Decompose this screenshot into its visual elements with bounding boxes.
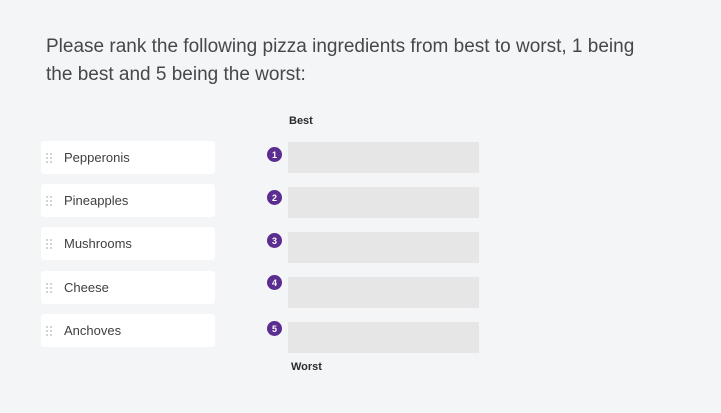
rank-slot-3[interactable]: [288, 232, 479, 263]
drag-handle-icon[interactable]: [46, 325, 52, 336]
rank-slot-1[interactable]: [288, 142, 479, 173]
best-label: Best: [289, 115, 313, 127]
rank-badge-5: 5: [267, 321, 282, 336]
rank-item-label: Pineapples: [64, 193, 129, 208]
worst-label: Worst: [291, 361, 322, 373]
rank-item-label: Cheese: [64, 280, 109, 295]
drag-handle-icon[interactable]: [46, 152, 52, 163]
rank-item-label: Pepperonis: [64, 150, 130, 165]
question-text: Please rank the following pizza ingredie…: [46, 36, 635, 85]
rank-item-anchoves[interactable]: Anchoves: [41, 314, 215, 347]
drag-handle-icon[interactable]: [46, 195, 52, 206]
rank-item-pineapples[interactable]: Pineapples: [41, 184, 215, 217]
rank-item-mushrooms[interactable]: Mushrooms: [41, 227, 215, 260]
rank-badge-2: 2: [267, 190, 282, 205]
rank-badge-1: 1: [267, 147, 282, 162]
rank-slot-2[interactable]: [288, 187, 479, 218]
rank-item-label: Anchoves: [64, 323, 122, 338]
rank-item-cheese[interactable]: Cheese: [41, 271, 215, 304]
drag-handle-icon[interactable]: [46, 282, 52, 293]
rank-item-pepperonis[interactable]: Pepperonis: [41, 141, 215, 174]
rank-badge-4: 4: [267, 275, 282, 290]
rank-slot-4[interactable]: [288, 277, 479, 308]
drag-handle-icon[interactable]: [46, 238, 52, 249]
rank-item-label: Mushrooms: [64, 236, 132, 251]
rank-slot-5[interactable]: [288, 322, 479, 353]
rank-badge-3: 3: [267, 233, 282, 248]
